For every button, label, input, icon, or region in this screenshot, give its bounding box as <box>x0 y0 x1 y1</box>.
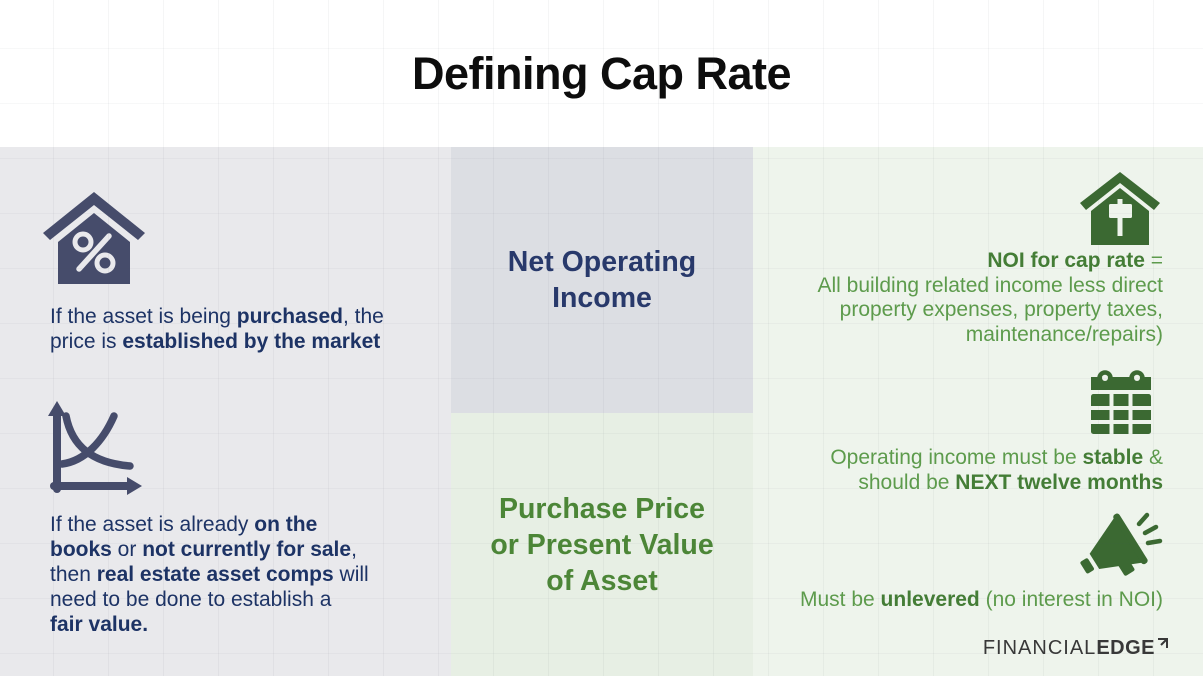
text-segment: price is <box>50 330 123 353</box>
purchase-price-heading: Purchase Price or Present Value of Asset <box>490 491 713 599</box>
text-segment: maintenance/repairs) <box>965 322 1163 346</box>
text-segment-bold: fair value. <box>50 613 149 636</box>
text-segment: Must be <box>800 588 881 611</box>
financial-edge-logo: FINANCIAL EDGE <box>983 637 1169 660</box>
heading-line: or Present Value <box>490 528 714 561</box>
heading-line: Net Operating <box>507 246 697 278</box>
text-segment: need to be done to establish a <box>50 588 332 611</box>
text-segment-bold: unlevered <box>880 588 980 611</box>
noi-definition-text: NOI for cap rate = All building related … <box>763 249 1163 347</box>
net-operating-income-box: Net Operating Income <box>451 147 753 413</box>
text-segment: or <box>111 538 143 561</box>
house-percent-icon <box>43 192 145 289</box>
text-segment-bold: NOI for cap rate <box>987 249 1145 272</box>
house-sale-sign-icon <box>1080 172 1160 250</box>
text-segment: = <box>1144 249 1163 272</box>
book-value-text: If the asset is already on the books or … <box>50 512 430 637</box>
text-segment: , the <box>342 305 384 328</box>
text-segment: All building related income less direct <box>817 273 1163 297</box>
net-operating-income-heading: Net Operating Income <box>508 244 696 316</box>
logo-text-financial: FINANCIAL <box>982 637 1097 659</box>
heading-line: Income <box>552 282 652 314</box>
logo-corner-arrow-icon <box>1158 638 1168 648</box>
unlevered-text: Must be unlevered (no interest in NOI) <box>743 588 1163 613</box>
text-segment-bold: real estate asset comps <box>96 563 334 586</box>
text-segment: If the asset is being <box>50 305 237 328</box>
chart-curves-icon <box>45 401 142 500</box>
megaphone-icon <box>1075 512 1163 585</box>
purchase-price-box: Purchase Price or Present Value of Asset <box>451 413 753 676</box>
text-segment: should be <box>858 470 956 494</box>
purchased-asset-text: If the asset is being purchased, the pri… <box>50 304 430 354</box>
text-segment: then <box>50 563 97 586</box>
text-segment: will <box>333 563 369 586</box>
text-segment-bold: stable <box>1082 446 1144 469</box>
text-segment: Operating income must be <box>830 446 1083 469</box>
calendar-icon <box>1090 370 1152 440</box>
page-title: Defining Cap Rate <box>411 48 792 99</box>
text-segment-bold: established by the market <box>122 330 381 353</box>
text-segment: , <box>351 538 357 561</box>
text-segment: property expenses, property taxes, <box>839 298 1163 321</box>
text-segment-bold: books <box>50 538 112 561</box>
text-segment: & <box>1143 446 1163 469</box>
heading-line: of Asset <box>546 564 658 597</box>
text-segment-bold: NEXT twelve months <box>955 470 1163 494</box>
logo-text-edge: EDGE <box>1096 637 1155 659</box>
operating-income-text: Operating income must be stable & should… <box>763 446 1163 495</box>
text-segment-bold: purchased <box>236 305 343 328</box>
heading-line: Purchase Price <box>499 492 705 525</box>
text-segment-bold: not currently for sale <box>142 538 352 561</box>
text-segment: If the asset is already <box>50 513 255 536</box>
text-segment: (no interest in NOI) <box>979 588 1163 611</box>
text-segment-bold: on the <box>254 513 318 536</box>
